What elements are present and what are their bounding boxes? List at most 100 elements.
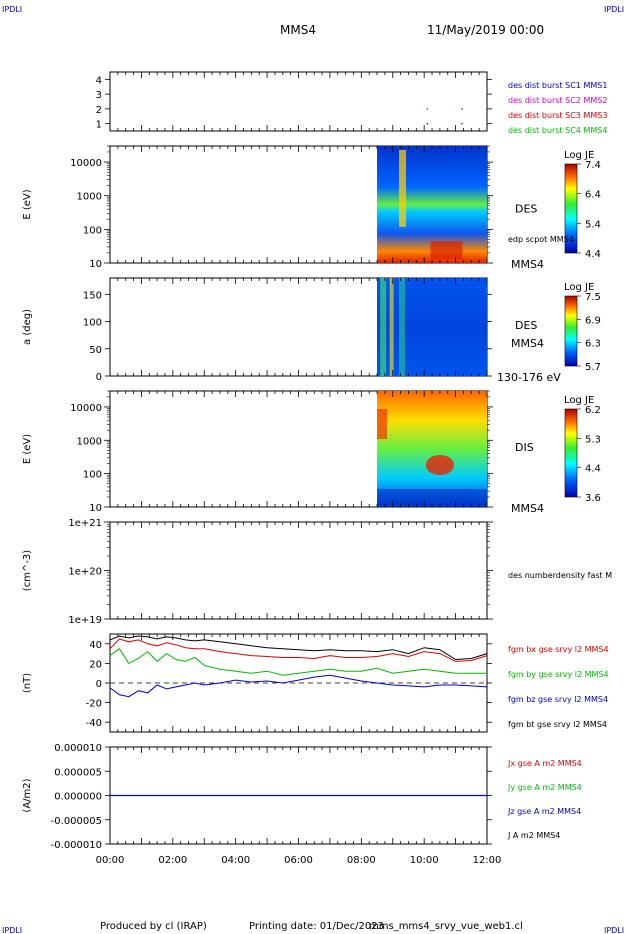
y-axis-label-5: (nT) [22, 673, 33, 693]
corner-label-tr: IPDLI [604, 5, 624, 14]
heatmap-dis_energy [377, 391, 487, 507]
y-axis-label-1: E (eV) [22, 189, 33, 219]
heatmap-des_pitch [377, 278, 487, 376]
heatmap-feature [380, 278, 387, 376]
right-bottom-3: MMS4 [511, 502, 544, 515]
y-tick-label-5: 20 [89, 659, 102, 670]
colorbar-tick-label-3: 3.6 [585, 493, 601, 504]
corner-label-br: IPDLI [604, 926, 624, 934]
panel-frame-0 [109, 71, 488, 132]
y-tick-label-5: 0 [96, 679, 102, 690]
instrument-label-3: DIS [515, 441, 534, 454]
colorbar-title-3: Log JE [564, 395, 594, 406]
colorbar-tick-label-2: 6.3 [585, 339, 601, 350]
y-tick-label-0: 3 [96, 90, 102, 101]
legend-burst-3: des dist burst SC3 MMS3 [508, 111, 607, 120]
footer-printing-date: Printing date: 01/Dec/2023 [249, 921, 384, 932]
right-note-1: edp scpot MMS4 [508, 235, 574, 244]
y-tick-label-3: 10 [89, 503, 102, 514]
burst-point [426, 108, 429, 110]
legend-fgm-1: fgm by gse srvy l2 MMS4 [508, 670, 609, 679]
colorbar-tick-label-1: 4.4 [585, 249, 601, 260]
y-tick-label-1: 10000 [70, 158, 102, 169]
colorbar-1 [564, 163, 578, 254]
legend-burst-4: des dist burst SC4 MMS4 [508, 126, 607, 135]
y-tick-label-5: -20 [86, 699, 102, 710]
heatmap-feature [377, 409, 388, 439]
y-tick-label-6: 0.000010 [54, 743, 102, 754]
right-mid-2: MMS4 [511, 337, 544, 350]
y-axis-label-6: (A/m2) [22, 778, 33, 812]
colorbar-tick-label-3: 4.4 [585, 464, 601, 475]
y-tick-label-4: 1e+20 [68, 567, 102, 578]
colorbar-tick-label-2: 5.7 [585, 362, 601, 373]
y-tick-label-0: 2 [96, 105, 102, 116]
time-tick-label: 02:00 [158, 855, 187, 866]
fgm-series-2 [109, 647, 487, 676]
legend-burst-2: des dist burst SC2 MMS2 [508, 96, 607, 105]
y-tick-label-4: 1e+19 [68, 615, 102, 626]
fgm-series-3 [109, 674, 488, 698]
instrument-label-1: DES [515, 203, 537, 216]
legend-current-2: Jz gse A m2 MMS4 [507, 807, 581, 816]
y-tick-label-0: 1 [96, 120, 102, 131]
legend-fgm-0: fgm bx gse srvy l2 MMS4 [508, 645, 609, 654]
legend-burst-1: des dist burst SC1 MMS1 [508, 81, 607, 90]
burst-point [461, 122, 463, 125]
heatmap-feature [399, 150, 407, 227]
y-tick-label-0: 4 [96, 75, 102, 86]
right-bottom-1: MMS4 [511, 258, 544, 271]
footer-producer: Produced by cl (IRAP) [100, 921, 207, 932]
colorbar-tick-label-2: 7.5 [585, 292, 601, 303]
time-tick-label: 04:00 [221, 855, 250, 866]
burst-point [426, 122, 429, 125]
y-tick-label-3: 10000 [70, 403, 102, 414]
colorbar-tick-label-1: 7.4 [585, 160, 601, 171]
legend-density: des numberdensity fast M [508, 571, 612, 580]
time-tick-label: 10:00 [410, 855, 439, 866]
heatmap-feature [430, 241, 463, 259]
colorbar-tick-label-3: 6.2 [585, 405, 601, 416]
y-tick-label-3: 100 [83, 470, 102, 481]
y-tick-label-1: 100 [83, 225, 102, 236]
y-tick-label-6: -0.000005 [51, 816, 102, 827]
y-axis-label-4: (cm^-3) [22, 550, 33, 591]
colorbar-3 [564, 408, 578, 498]
y-tick-label-2: 150 [83, 290, 102, 301]
spacecraft-title: MMS4 [280, 23, 316, 37]
heatmap-feature [389, 278, 394, 376]
y-tick-label-2: 0 [96, 372, 102, 383]
footer-file: mms_mms4_srvy_vue_web1.cl [369, 921, 523, 932]
y-tick-label-4: 1e+21 [68, 518, 102, 529]
fgm-series-0 [109, 635, 488, 661]
heatmap-feature [425, 455, 454, 475]
y-tick-label-1: 10 [89, 259, 102, 270]
date-title: 11/May/2019 00:00 [427, 23, 544, 37]
y-tick-label-2: 50 [89, 345, 102, 356]
y-tick-label-3: 1000 [77, 436, 102, 447]
legend-current-1: Jy gse A m2 MMS4 [507, 783, 582, 792]
time-tick-label: 08:00 [347, 855, 376, 866]
colorbar-tick-label-1: 5.4 [585, 219, 601, 230]
time-tick-label: 00:00 [96, 855, 125, 866]
right-bottom-2: 130-176 eV [497, 371, 561, 384]
y-tick-label-6: 0.000000 [54, 792, 102, 803]
corner-label-tl: IPDLI [2, 5, 22, 14]
corner-label-bl: IPDLI [2, 926, 22, 934]
heatmap-feature [377, 489, 487, 507]
y-tick-label-5: -40 [86, 718, 102, 729]
legend-fgm-3: fgm bt gse srvy l2 MMS4 [508, 720, 607, 729]
colorbar-tick-label-1: 6.4 [585, 190, 601, 201]
colorbar-2 [564, 295, 578, 367]
colorbar-title-1: Log JE [564, 150, 594, 161]
colorbar-title-2: Log JE [564, 282, 594, 293]
heatmap-feature [399, 278, 406, 376]
y-tick-label-5: 40 [89, 640, 102, 651]
y-axis-label-3: E (eV) [22, 434, 33, 464]
panel-frame-4 [109, 521, 488, 620]
y-tick-label-6: 0.000005 [54, 767, 102, 778]
colorbar-tick-label-3: 5.3 [585, 434, 601, 445]
y-tick-label-1: 1000 [77, 192, 102, 203]
fgm-series-1 [109, 638, 488, 662]
